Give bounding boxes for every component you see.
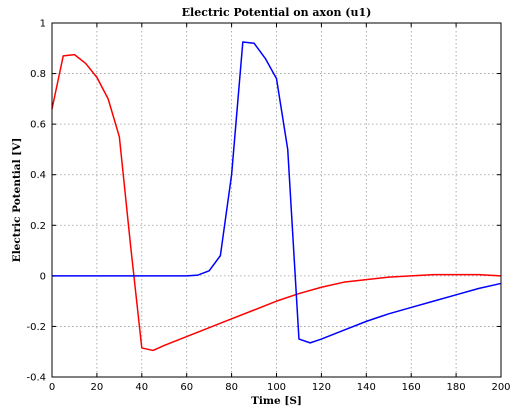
grid bbox=[52, 23, 501, 377]
x-tick-label: 160 bbox=[402, 382, 421, 393]
x-tick-label: 20 bbox=[91, 382, 104, 393]
x-tick-label: 200 bbox=[491, 382, 510, 393]
x-tick-label: 100 bbox=[267, 382, 286, 393]
y-tick-label: -0.4 bbox=[26, 373, 46, 384]
x-tick-label: 80 bbox=[225, 382, 238, 393]
chart-title: Electric Potential on axon (u1) bbox=[182, 6, 372, 19]
y-tick-label: 0 bbox=[40, 271, 46, 282]
x-tick-label: 180 bbox=[447, 382, 466, 393]
y-tick-label: 0.6 bbox=[30, 120, 46, 131]
series-line-2 bbox=[52, 41, 502, 344]
x-tick-label: 140 bbox=[357, 382, 376, 393]
y-axis-label: Electric Potential [V] bbox=[11, 138, 23, 263]
x-tick-label: 120 bbox=[312, 382, 331, 393]
series-line-1 bbox=[51, 53, 502, 352]
x-axis-label: Time [S] bbox=[251, 395, 302, 407]
y-tick-label: 0.8 bbox=[30, 69, 46, 80]
series bbox=[51, 41, 502, 352]
x-tick-label: 60 bbox=[180, 382, 193, 393]
ticks: 0 20 40 60 80 100 120 140 160 180 200 -0.4 -0.2 0 0.2 0… bbox=[26, 19, 510, 394]
y-tick-label: 1 bbox=[40, 19, 46, 30]
y-tick-label: 0.2 bbox=[30, 221, 46, 232]
x-tick-label: 0 bbox=[49, 382, 55, 393]
y-tick-label: 0.4 bbox=[30, 170, 46, 181]
y-tick-label: -0.2 bbox=[26, 322, 46, 333]
x-tick-label: 40 bbox=[135, 382, 148, 393]
plot-border bbox=[51, 22, 502, 378]
